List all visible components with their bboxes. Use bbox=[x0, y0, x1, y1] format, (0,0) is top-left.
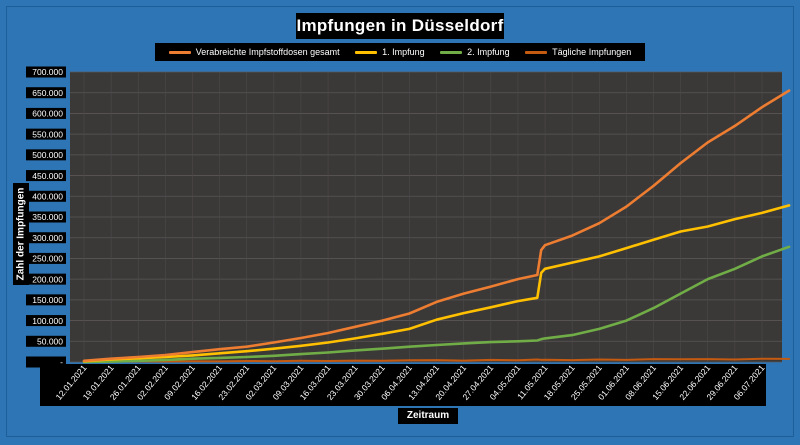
y-axis-label: Zahl der Impfungen bbox=[15, 187, 27, 281]
y-tick-bg bbox=[26, 128, 66, 140]
x-axis-label: Zeitraum bbox=[398, 408, 458, 424]
y-tick-label: 200.000 bbox=[32, 274, 63, 284]
y-tick-label: 600.000 bbox=[32, 109, 63, 119]
y-tick-label: 100.000 bbox=[32, 316, 63, 326]
y-tick-label: 650.000 bbox=[32, 88, 63, 98]
series-layer bbox=[82, 89, 791, 364]
y-axis-label-box bbox=[13, 183, 29, 285]
legend-item-zweite: 2. Impfung bbox=[440, 47, 510, 57]
legend-label-zweite: 2. Impfung bbox=[467, 47, 510, 57]
y-tick-bg bbox=[26, 294, 66, 306]
y-tick-label: 500.000 bbox=[32, 150, 63, 160]
y-tick-label: - bbox=[60, 357, 63, 367]
y-tick-bg bbox=[26, 356, 66, 368]
y-tick-label: 400.000 bbox=[32, 191, 63, 201]
y-tick-bg bbox=[26, 211, 66, 223]
y-tick-bg bbox=[26, 87, 66, 99]
y-tick-label: 350.000 bbox=[32, 212, 63, 222]
legend-swatch-erste bbox=[355, 50, 378, 54]
x-tick-band bbox=[40, 364, 766, 406]
legend-item-taeglich: Tägliche Impfungen bbox=[525, 47, 631, 57]
y-tick-bg bbox=[26, 66, 66, 78]
y-tick-bg bbox=[26, 335, 66, 347]
y-tick-label: 300.000 bbox=[32, 233, 63, 243]
legend-item-erste: 1. Impfung bbox=[355, 47, 425, 57]
series-line-1 bbox=[82, 89, 791, 363]
y-tick-bg bbox=[26, 190, 66, 202]
series-line-2 bbox=[82, 204, 791, 363]
legend-label-taeglich: Tägliche Impfungen bbox=[552, 47, 632, 57]
y-tick-bg bbox=[26, 107, 66, 119]
y-tick-label: 50.000 bbox=[37, 336, 63, 346]
legend-item-gesamt: Verabreichte Impfstoffdosen gesamt bbox=[168, 47, 340, 57]
y-tick-bg bbox=[26, 232, 66, 244]
y-tick-label: 550.000 bbox=[32, 129, 63, 139]
y-tick-labels: - 50.000 100.000 150.000 200.000 250.000 300.0… bbox=[26, 66, 66, 368]
legend-swatch-taeglich bbox=[525, 50, 548, 54]
y-tick-label: 700.000 bbox=[32, 67, 63, 77]
x-tick-labels: 12.01.202119.01.202126.01.202102.02.2021… bbox=[40, 363, 767, 406]
series-line-3 bbox=[82, 245, 791, 364]
legend-swatch-gesamt bbox=[168, 50, 191, 54]
series-line-4 bbox=[83, 357, 791, 363]
y-tick-bg bbox=[26, 315, 66, 327]
legend-swatch-zweite bbox=[440, 50, 463, 54]
y-tick-label: 250.000 bbox=[32, 254, 63, 264]
legend: Verabreichte Impfstoffdosen gesamt 1. Im… bbox=[155, 43, 645, 61]
y-tick-bg bbox=[26, 252, 66, 264]
y-tick-bg bbox=[26, 170, 66, 182]
legend-label-erste: 1. Impfung bbox=[382, 47, 425, 57]
grid-layer bbox=[70, 71, 782, 363]
legend-label-gesamt: Verabreichte Impfstoffdosen gesamt bbox=[195, 47, 340, 57]
chart-title: Impfungen in Düsseldorf bbox=[296, 13, 504, 39]
y-tick-label: 450.000 bbox=[32, 171, 63, 181]
y-tick-bg bbox=[26, 149, 66, 161]
y-tick-bg bbox=[26, 273, 66, 285]
y-tick-label: 150.000 bbox=[32, 295, 63, 305]
